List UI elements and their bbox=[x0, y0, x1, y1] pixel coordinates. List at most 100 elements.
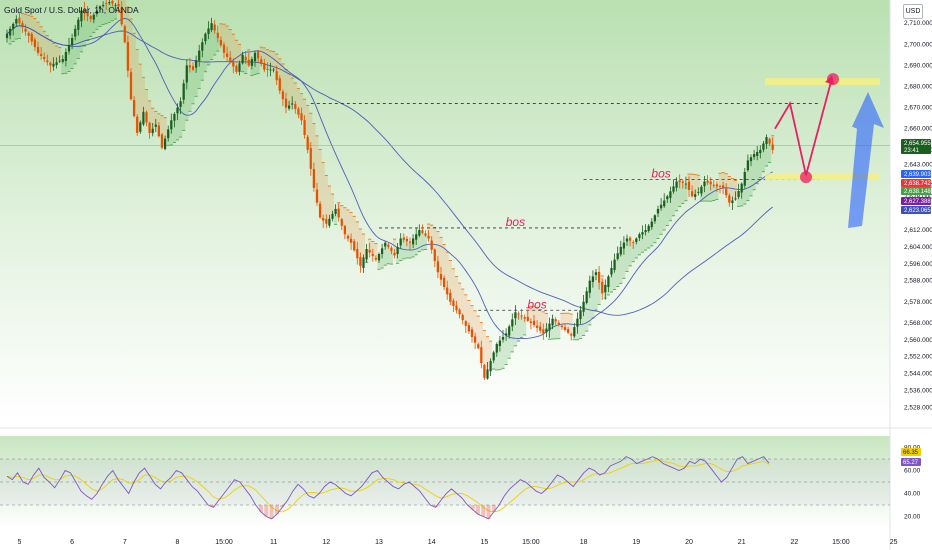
candle-body bbox=[58, 60, 61, 62]
trend-cloud-segment bbox=[135, 49, 139, 133]
trend-cloud-segment bbox=[361, 234, 366, 258]
trend-cloud-segment bbox=[386, 246, 390, 264]
candle-body bbox=[449, 292, 452, 302]
trend-cloud-segment bbox=[321, 162, 325, 221]
candle-body bbox=[660, 204, 663, 209]
trend-cloud-segment bbox=[14, 18, 18, 40]
trend-cloud-segment bbox=[110, 3, 114, 21]
candle-body bbox=[266, 69, 269, 70]
time-axis[interactable]: 5 6 7 8 15:00 11 12 13 14 15 15:00 18 19 20 21 22 15:00 2… bbox=[17, 539, 897, 546]
trend-cloud-segment bbox=[210, 23, 214, 60]
candle-body bbox=[563, 327, 567, 330]
candle-body bbox=[179, 101, 182, 107]
price-tag-value: 2,638.742 bbox=[904, 181, 931, 187]
rsi-oversold-fill bbox=[274, 505, 279, 515]
candle-body bbox=[737, 191, 740, 197]
candle-body bbox=[424, 233, 427, 236]
time-tick-label: 18 bbox=[580, 539, 588, 546]
candle-body bbox=[545, 328, 548, 333]
candle-body bbox=[681, 181, 684, 183]
resistance-zone bbox=[765, 78, 880, 86]
time-tick-label: 15:00 bbox=[832, 539, 850, 546]
candle-body bbox=[222, 44, 226, 53]
candle-body bbox=[49, 62, 52, 66]
trend-cloud-segment bbox=[647, 225, 651, 248]
currency-label[interactable]: USD bbox=[903, 4, 923, 19]
candle-body bbox=[656, 208, 660, 214]
trend-cloud-segment bbox=[86, 16, 90, 41]
candle-body bbox=[703, 181, 706, 187]
trend-cloud-segment bbox=[535, 307, 539, 328]
candle-body bbox=[753, 154, 756, 158]
candle-body bbox=[232, 61, 235, 67]
trend-cloud-segment bbox=[473, 310, 477, 343]
candle-body bbox=[148, 122, 151, 133]
candle-body bbox=[170, 120, 173, 130]
trend-cloud-segment bbox=[327, 186, 331, 219]
trend-cloud-segment bbox=[420, 232, 424, 250]
candle-body bbox=[201, 42, 204, 51]
candle-body bbox=[136, 116, 139, 133]
price-tick-label: 2,604.000 bbox=[904, 244, 932, 251]
candle-body bbox=[117, 4, 120, 7]
trend-cloud-segment bbox=[138, 64, 142, 123]
trend-cloud-segment bbox=[439, 237, 443, 280]
trend-cloud-segment bbox=[346, 210, 350, 239]
price-tick-label: 2,612.000 bbox=[904, 227, 932, 234]
price-tick-label: 2,544.000 bbox=[904, 371, 932, 378]
candle-body bbox=[216, 32, 219, 38]
candle-body bbox=[762, 143, 765, 150]
candle-body bbox=[517, 313, 520, 315]
trend-cloud-segment bbox=[671, 186, 676, 216]
candle-body bbox=[191, 66, 195, 70]
candle-body bbox=[238, 63, 241, 72]
candle-body bbox=[95, 10, 98, 14]
time-tick-label: 20 bbox=[685, 539, 693, 546]
candle-body bbox=[480, 347, 483, 364]
candle-body bbox=[619, 246, 622, 255]
price-tag-value: 2,639.903 bbox=[904, 172, 931, 178]
trend-cloud-segment bbox=[194, 60, 198, 97]
price-tick-label: 2,628.000 bbox=[904, 193, 932, 200]
price-tick-label: 2,680.000 bbox=[904, 84, 932, 91]
moving-average-layer bbox=[6, 17, 773, 340]
rsi-tick-label: 20.00 bbox=[904, 514, 921, 521]
candle-body bbox=[464, 321, 467, 326]
time-tick-label: 15:00 bbox=[215, 539, 233, 546]
trend-cloud-segment bbox=[470, 305, 474, 337]
trend-cloud-segment bbox=[594, 272, 598, 310]
time-tick-label: 14 bbox=[428, 539, 436, 546]
candle-body bbox=[263, 63, 266, 70]
candle-body bbox=[616, 253, 619, 259]
candle-body bbox=[399, 238, 402, 246]
time-tick-label: 15 bbox=[481, 539, 489, 546]
candle-body bbox=[452, 300, 455, 307]
projected-path-arrow bbox=[774, 77, 833, 176]
candle-body bbox=[92, 14, 95, 20]
trend-cloud-segment bbox=[476, 316, 480, 349]
candle-body bbox=[36, 46, 40, 53]
candle-body bbox=[315, 189, 319, 203]
price-axis[interactable]: 2,710.000 2,700.000 2,690.000 2,680.000 2,67… bbox=[904, 20, 932, 520]
trend-cloud-segment bbox=[662, 200, 666, 231]
rsi-oversold-fill bbox=[280, 505, 285, 508]
candle-body bbox=[700, 186, 703, 194]
candle-body bbox=[284, 98, 288, 108]
trend-cloud-segment bbox=[349, 212, 353, 243]
rsi-oversold-fill bbox=[211, 505, 216, 508]
rsi-signal-line bbox=[6, 459, 770, 513]
candle-body bbox=[129, 72, 133, 100]
candle-body bbox=[167, 129, 170, 139]
rsi-tick-label: 40.00 bbox=[904, 491, 921, 498]
candle-body bbox=[582, 301, 585, 312]
trend-cloud-segment bbox=[293, 83, 297, 110]
candle-body bbox=[381, 248, 384, 254]
candle-body bbox=[86, 11, 89, 17]
trend-cloud-segment bbox=[318, 149, 322, 218]
symbol-title[interactable]: Gold Spot / U.S. Dollar, 1h, OANDA bbox=[4, 5, 139, 15]
candle-body bbox=[368, 249, 371, 253]
candle-body bbox=[260, 59, 263, 65]
trend-cloud-segment bbox=[374, 243, 378, 260]
projection-layer bbox=[765, 73, 884, 228]
